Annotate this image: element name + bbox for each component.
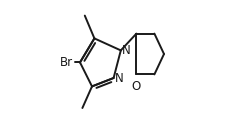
Text: O: O [131, 80, 140, 93]
Text: N: N [122, 44, 131, 57]
Text: N: N [115, 72, 123, 84]
Text: Br: Br [59, 56, 73, 69]
